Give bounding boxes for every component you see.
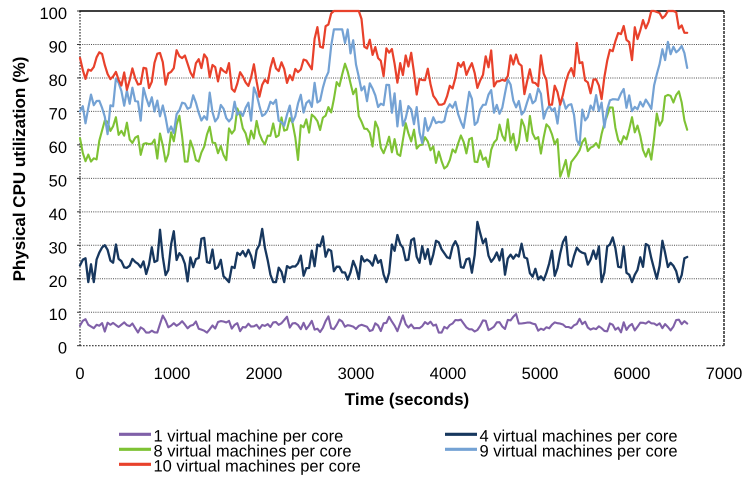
svg-text:100: 100	[39, 5, 67, 23]
svg-text:8 virtual machines per core: 8 virtual machines per core	[154, 443, 352, 461]
svg-text:0: 0	[75, 365, 84, 383]
svg-text:6000: 6000	[614, 365, 651, 383]
svg-text:70: 70	[49, 105, 67, 123]
svg-text:Physical CPU utilization (%): Physical CPU utilization (%)	[10, 57, 29, 282]
svg-text:9 virtual machines per core: 9 virtual machines per core	[480, 443, 678, 461]
svg-text:10 virtual machines per core: 10 virtual machines per core	[154, 458, 361, 476]
svg-text:3000: 3000	[338, 365, 375, 383]
svg-text:0: 0	[58, 340, 67, 358]
svg-text:30: 30	[49, 239, 67, 257]
svg-text:50: 50	[49, 172, 67, 190]
svg-text:10: 10	[49, 306, 67, 324]
svg-text:60: 60	[49, 139, 67, 157]
svg-text:4000: 4000	[430, 365, 467, 383]
svg-text:1000: 1000	[154, 365, 191, 383]
svg-text:90: 90	[49, 39, 67, 57]
svg-text:4 virtual machines per core: 4 virtual machines per core	[480, 428, 678, 446]
svg-text:1 virtual machine per core: 1 virtual machine per core	[154, 428, 344, 446]
svg-text:80: 80	[49, 72, 67, 90]
svg-text:7000: 7000	[706, 365, 743, 383]
svg-text:40: 40	[49, 206, 67, 224]
svg-text:2000: 2000	[246, 365, 283, 383]
svg-text:5000: 5000	[522, 365, 559, 383]
svg-text:20: 20	[49, 273, 67, 291]
svg-text:Time (seconds): Time (seconds)	[345, 390, 469, 409]
